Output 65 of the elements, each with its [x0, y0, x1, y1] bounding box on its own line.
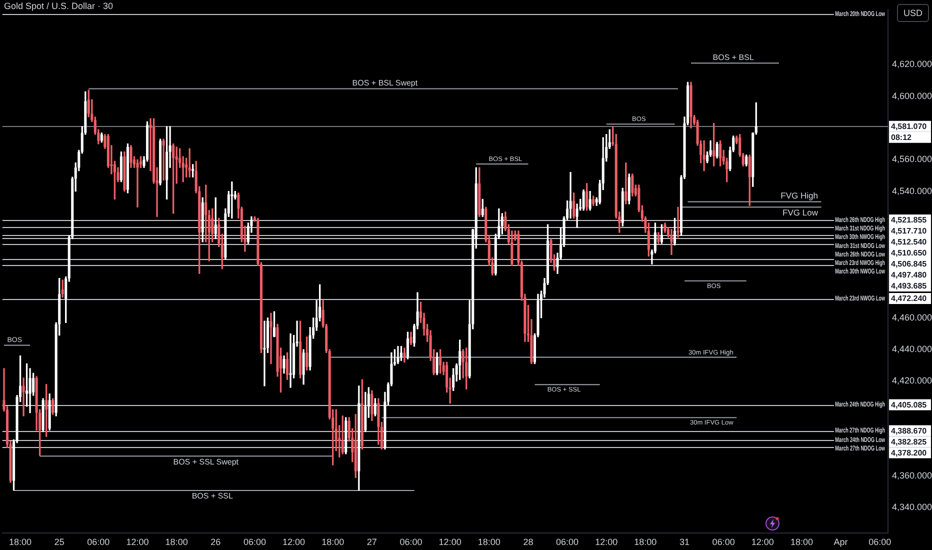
x-tick-label: 18:00 — [165, 536, 188, 547]
candlestick — [270, 312, 272, 364]
text: 4,472.240 — [891, 294, 928, 304]
y-tick-label: 4,460.000 — [892, 312, 932, 322]
x-tick-label: 06:00 — [712, 536, 735, 547]
x-tick-label: Apr — [834, 536, 848, 547]
text: 4,517.710 — [891, 226, 928, 236]
x-tick-label: 12:00 — [126, 536, 149, 547]
annotation: BOS + SSL — [192, 492, 234, 501]
x-tick-label: 06:00 — [400, 536, 422, 547]
x-tick-label: 12:00 — [282, 536, 306, 547]
y-tick-label: 4,560.000 — [892, 154, 932, 164]
annotation: FVG Low — [782, 208, 819, 218]
text: 4,521.855 — [891, 216, 928, 225]
y-tick-label: 4,540.000 — [892, 186, 932, 196]
candlestick — [22, 378, 25, 416]
candlestick — [569, 172, 572, 219]
text: 4,388.670 — [891, 426, 928, 436]
candlestick — [676, 206, 680, 238]
annotation: BOS + SSL Swept — [173, 457, 240, 466]
y-tick-label: 4,360.000 — [892, 470, 932, 481]
text: 4,382.825 — [891, 437, 928, 446]
candlestick — [396, 346, 400, 364]
x-tick-label: 06:00 — [556, 536, 579, 547]
x-tick-label: 31 — [679, 536, 690, 547]
x-tick-label: 18:00 — [478, 536, 500, 547]
text: 4,497.480 — [891, 270, 928, 280]
candlestick — [136, 159, 139, 208]
y-tick-label: 4,600.000 — [892, 90, 932, 101]
text: 08:12 — [891, 133, 912, 142]
x-tick-label: 25 — [54, 536, 64, 547]
x-tick-label: 18:00 — [790, 536, 813, 547]
x-tick-label: 27 — [366, 536, 377, 547]
text: 4,510.650 — [891, 248, 928, 258]
chart-title: Gold Spot / U.S. Dollar · 30 — [3, 1, 114, 12]
x-tick-label: 06:00 — [87, 536, 110, 547]
text: 4,378.200 — [891, 448, 928, 458]
x-tick-label: 18:00 — [322, 536, 344, 547]
text: 4,493.685 — [891, 282, 928, 291]
y-axis-title: USD — [897, 4, 929, 22]
text: 4,405.085 — [891, 400, 928, 410]
x-tick-label: 06:00 — [868, 536, 892, 547]
candlestick — [702, 140, 706, 172]
x-tick-label: 18:00 — [9, 536, 32, 547]
x-tick-label: 12:00 — [438, 536, 462, 547]
x-tick-label: 26 — [210, 536, 221, 547]
text: 4,581.070 — [891, 122, 928, 132]
x-tick-label: 28 — [523, 536, 534, 547]
text: 4,506.845 — [891, 260, 928, 269]
y-tick-label: 4,420.000 — [892, 376, 932, 386]
x-tick-label: 12:00 — [751, 536, 774, 547]
y-tick-label: 4,440.000 — [892, 344, 932, 354]
candlestick — [263, 320, 266, 386]
x-tick-label: 18:00 — [634, 536, 657, 547]
candlestick — [670, 228, 673, 255]
y-tick-label: 4,620.000 — [892, 59, 932, 70]
annotation: BOS + BSL — [712, 52, 754, 62]
x-tick-label: 12:00 — [595, 536, 618, 547]
candlestick — [162, 138, 165, 181]
text: 4,512.540 — [891, 238, 928, 247]
candlestick — [289, 333, 292, 388]
x-tick-label: 06:00 — [243, 536, 266, 547]
annotation: BOS + BSL Swept — [352, 78, 418, 88]
annotation: FVG High — [780, 190, 818, 200]
y-tick-label: 4,340.000 — [892, 502, 932, 512]
